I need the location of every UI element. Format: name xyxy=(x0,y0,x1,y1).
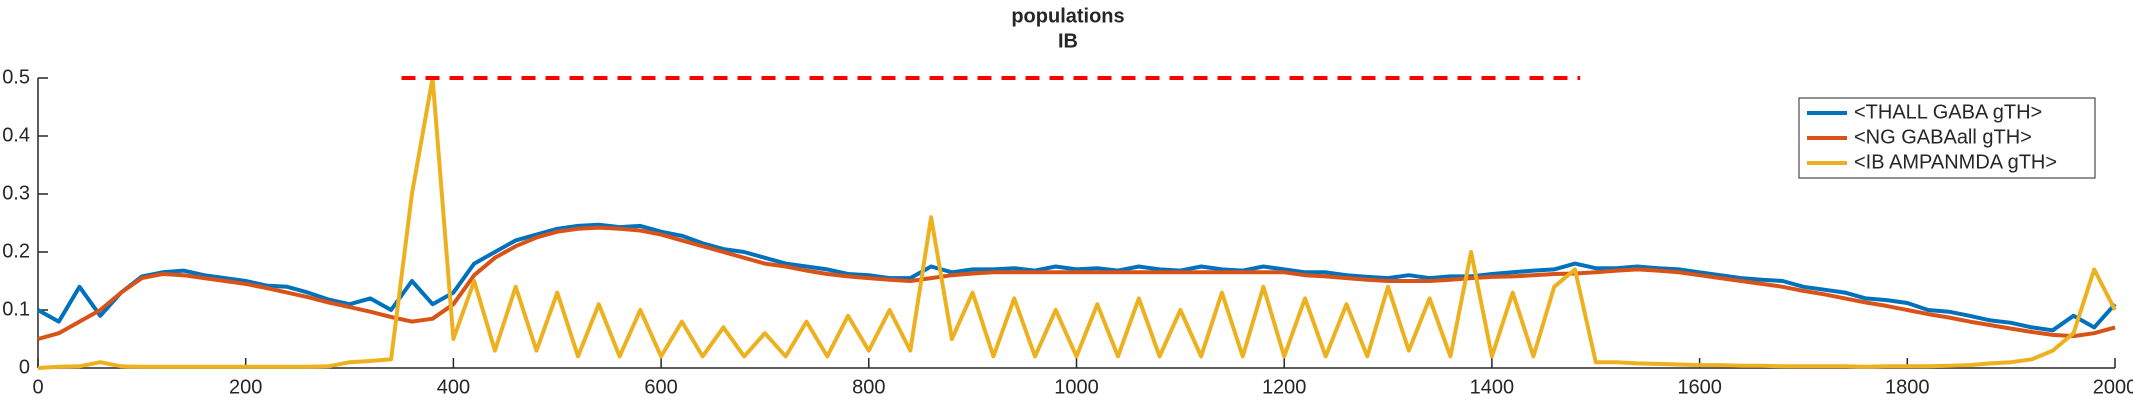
chart-subtitle: IB xyxy=(1058,30,1078,52)
legend-label: <THALL GABA gTH> xyxy=(1854,101,2042,123)
x-tick-label: 1600 xyxy=(1677,376,1722,398)
y-tick-label: 0 xyxy=(19,356,30,378)
x-tick-label: 1400 xyxy=(1470,376,1515,398)
x-tick-label: 600 xyxy=(644,376,677,398)
x-tick-label: 0 xyxy=(32,376,43,398)
x-tick-label: 200 xyxy=(229,376,262,398)
legend-label: <NG GABAall gTH> xyxy=(1854,126,2032,148)
y-tick-label: 0.3 xyxy=(2,182,30,204)
data-line xyxy=(37,222,2117,333)
legend-label: <IB AMPANMDA gTH> xyxy=(1854,151,2057,173)
data-line xyxy=(37,76,2117,370)
x-tick-label: 800 xyxy=(852,376,885,398)
legend-box xyxy=(1798,97,2096,179)
y-tick-label: 0.4 xyxy=(2,124,30,146)
x-tick-label: 1000 xyxy=(1054,376,1099,398)
data-line xyxy=(37,225,2116,341)
y-tick-label: 0.2 xyxy=(2,240,30,262)
x-tick-label: 2000 xyxy=(2093,376,2133,398)
x-tick-label: 1800 xyxy=(1885,376,1930,398)
legend: <THALL GABA gTH> <NG GABAall gTH> <IB AMPA… xyxy=(1798,97,2096,179)
y-tick-label: 0.1 xyxy=(2,298,30,320)
x-tick-label: 400 xyxy=(437,376,470,398)
chart-title: populations xyxy=(1011,5,1124,27)
y-tick-label: 0.5 xyxy=(2,66,30,88)
x-tick-label: 1200 xyxy=(1262,376,1307,398)
